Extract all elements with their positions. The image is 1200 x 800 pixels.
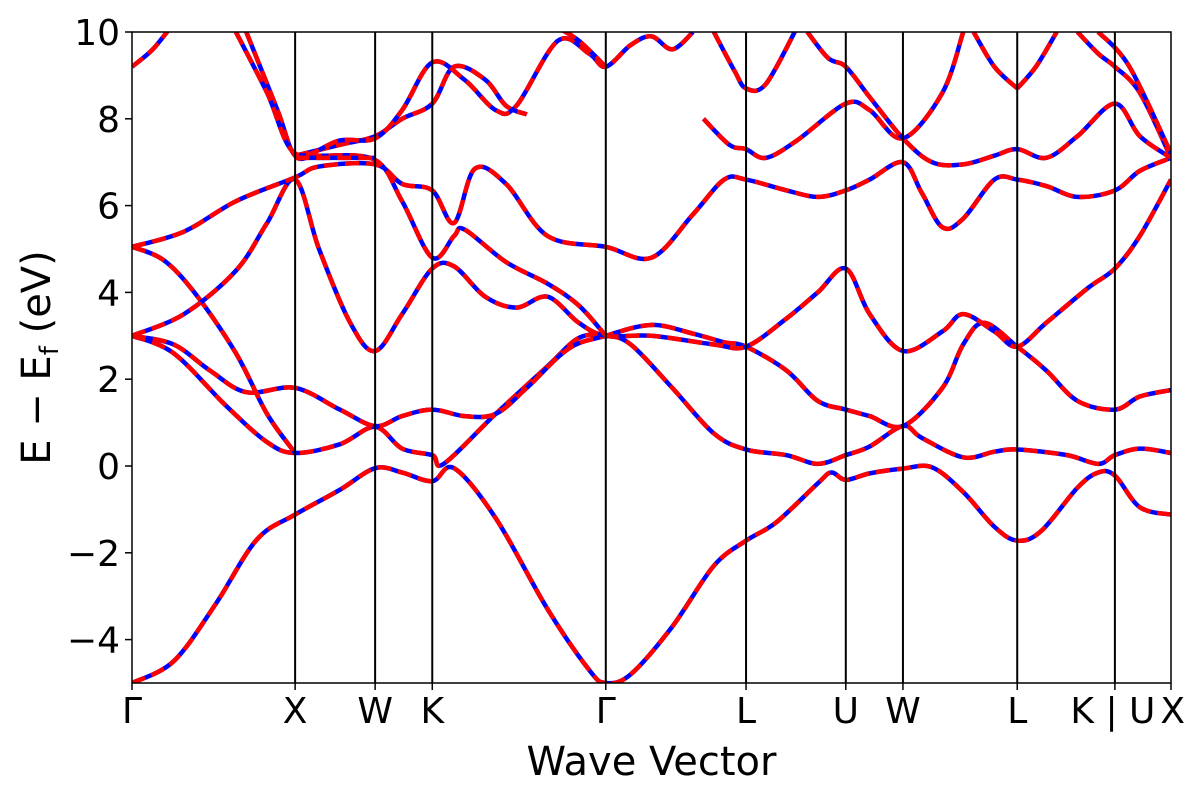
band-line-red-2 xyxy=(132,320,1171,430)
x-tick-label-4: Γ xyxy=(596,691,616,732)
y-axis-label-sub: f xyxy=(35,345,65,355)
band-line-red-3 xyxy=(132,244,297,455)
band-line-blue-13 xyxy=(701,32,966,161)
band-line-red-12 xyxy=(711,32,798,94)
y-tick-label-1: −2 xyxy=(67,534,120,575)
band-line-blue-2 xyxy=(132,320,1171,430)
y-tick-label-4: 4 xyxy=(97,273,120,314)
band-line-red-5 xyxy=(132,155,1171,262)
band-line-red-4 xyxy=(132,177,1171,354)
x-tick-label-6: U xyxy=(833,691,859,732)
band-line-red-9 xyxy=(233,32,695,158)
x-tick-label-8: L xyxy=(1007,691,1027,732)
band-line-blue-3 xyxy=(132,244,297,455)
band-line-red-17 xyxy=(1075,32,1171,159)
x-tick-label-10: X xyxy=(1160,691,1185,732)
y-axis-label-unit: (eV) xyxy=(14,250,60,346)
x-tick-label-3: K xyxy=(420,691,445,732)
band-line-red-14 xyxy=(805,32,1171,168)
band-line-blue-5 xyxy=(132,155,1171,262)
band-line-red-16 xyxy=(1015,32,1059,90)
x-tick-label-1: X xyxy=(283,691,308,732)
bands-layer xyxy=(132,32,1171,683)
band-line-red-0 xyxy=(132,463,1171,683)
x-tick-label-5: L xyxy=(736,691,756,732)
band-line-red-1 xyxy=(132,332,1171,468)
x-tick-label-7: W xyxy=(885,691,921,732)
x-tick-label-2: W xyxy=(357,691,393,732)
y-tick-label-7: 10 xyxy=(74,13,120,54)
x-tick-label-9: K | U xyxy=(1070,691,1155,732)
y-tick-label-5: 6 xyxy=(97,187,120,228)
band-line-red-18 xyxy=(1096,32,1171,155)
plot-frame xyxy=(131,31,1172,684)
y-tick-label-2: 0 xyxy=(97,447,120,488)
band-line-blue-9 xyxy=(233,32,695,158)
y-ticks: −4 −2 0 2 4 6 8 10 xyxy=(67,13,132,662)
band-line-red-15 xyxy=(971,32,1019,91)
band-line-red-6 xyxy=(132,32,170,69)
y-tick-label-0: −4 xyxy=(67,621,120,662)
band-line-red-11 xyxy=(561,32,608,69)
x-axis-label: Wave Vector xyxy=(527,739,778,785)
y-axis-label: E − Ef (eV) xyxy=(14,250,65,465)
kpoint-lines xyxy=(294,32,1116,683)
band-line-red-13 xyxy=(701,32,966,161)
band-line-blue-17 xyxy=(1075,32,1171,159)
y-axis-label-main: E − E xyxy=(14,355,60,465)
x-tick-label-0: Γ xyxy=(122,691,142,732)
y-tick-label-6: 8 xyxy=(97,100,120,141)
y-tick-label-3: 2 xyxy=(97,360,120,401)
